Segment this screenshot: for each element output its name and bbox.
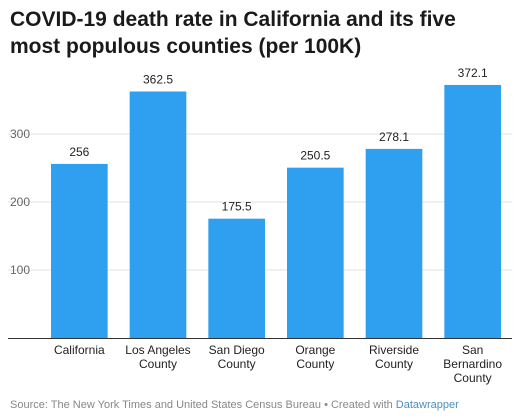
x-tick-label-3-1: County <box>296 357 334 371</box>
x-tick-label-5-0: San <box>462 343 483 357</box>
bar-3 <box>287 167 344 338</box>
x-tick-label-4-0: Riverside <box>369 343 419 357</box>
datawrapper-link[interactable]: Datawrapper <box>395 399 459 411</box>
y-tick-label-300: 300 <box>10 127 30 141</box>
y-tick-label-100: 100 <box>10 263 30 277</box>
x-tick-label-3-0: Orange <box>295 343 335 357</box>
value-label-4: 278.1 <box>379 130 409 144</box>
x-tick-label-1-1: County <box>139 357 177 371</box>
source-text: Source: The New York Times and United St… <box>10 399 396 411</box>
bar-2 <box>208 218 265 338</box>
value-label-2: 175.5 <box>222 200 252 214</box>
value-label-3: 250.5 <box>300 149 330 163</box>
value-label-5: 372.1 <box>458 66 488 80</box>
value-label-0: 256 <box>69 145 89 159</box>
x-tick-label-5-1: Bernardino <box>443 357 502 371</box>
bar-0 <box>51 163 108 338</box>
value-labels: 256 362.5 175.5 250.5 278.1 372.1 <box>69 66 488 214</box>
chart-title: COVID-19 death rate in California and it… <box>10 8 456 58</box>
bar-chart: 100 200 300 256 362.5 175.5 250.5 278.1 372.1 C… <box>8 66 512 385</box>
bar-1 <box>129 91 187 338</box>
bar-4 <box>365 148 423 338</box>
x-tick-label-0-0: California <box>54 343 105 357</box>
x-tick-label-1-0: Los Angeles <box>125 343 190 357</box>
source-note: Source: The New York Times and United St… <box>10 399 515 411</box>
x-tick-label-4-1: County <box>375 357 413 371</box>
x-tick-label-5-2: County <box>454 371 492 385</box>
y-tick-label-200: 200 <box>10 195 30 209</box>
bars <box>51 84 501 338</box>
bar-5 <box>444 84 501 338</box>
value-label-1: 362.5 <box>143 73 173 87</box>
x-tick-label-2-1: County <box>218 357 256 371</box>
x-tick-label-2-0: San Diego <box>209 343 265 357</box>
